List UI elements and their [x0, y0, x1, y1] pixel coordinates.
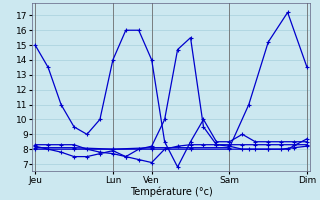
X-axis label: Température (°c): Température (°c)	[130, 186, 212, 197]
